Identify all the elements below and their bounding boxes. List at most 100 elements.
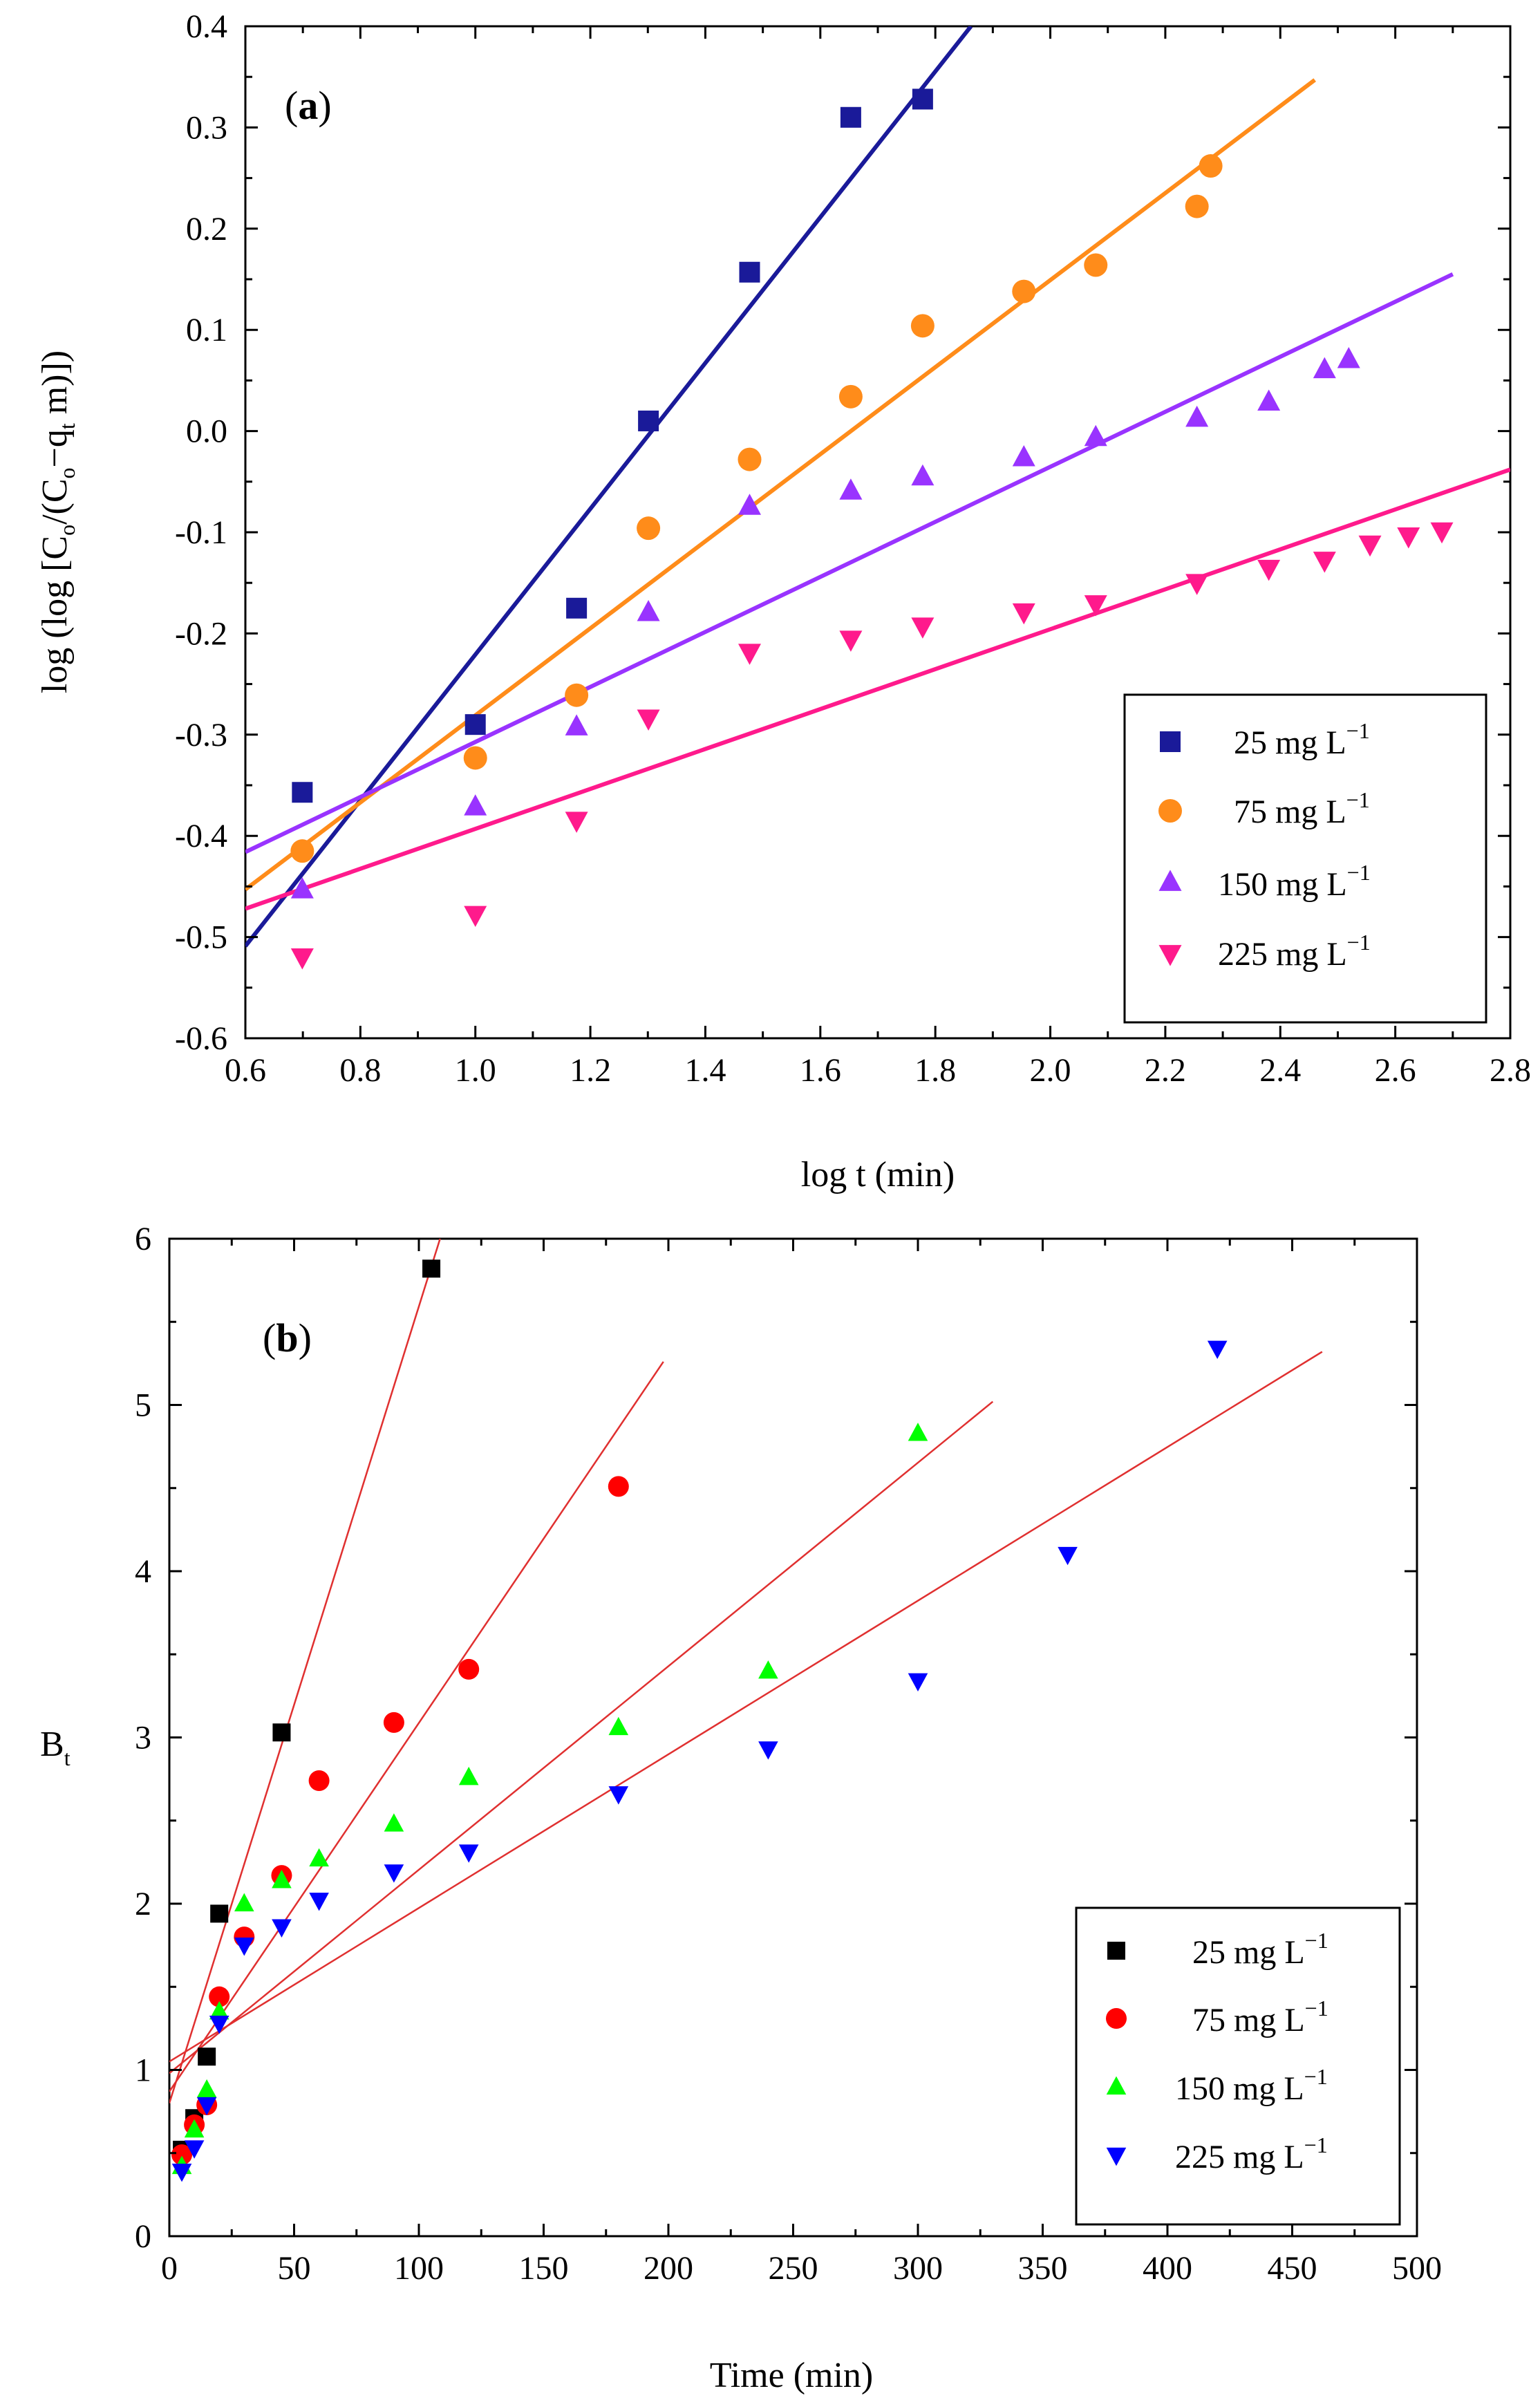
panel-a-label: (a) (285, 83, 332, 128)
panel-b-x-tick-label: 200 (644, 2250, 693, 2287)
panel-b-series-1-point (422, 1259, 441, 1278)
panel-a-fit-line-4 (245, 467, 1510, 911)
panel-a-x-tick-label: 0.6 (225, 1052, 266, 1089)
panel-b-series-4-point (209, 2016, 229, 2034)
panel-a-series-2-point (838, 384, 863, 409)
panel-a-y-tick-label: 0.4 (186, 8, 227, 45)
panel-a-legend-entry-4: 225 mg L−1 (1218, 930, 1371, 973)
panel-a-series-3-point (911, 464, 935, 486)
panel-a-series-4-point (565, 812, 588, 833)
panel-a-x-tick-label: 2.2 (1145, 1052, 1186, 1089)
panel-b-series-3-point (184, 2119, 205, 2138)
panel-a-series-3-point (637, 599, 660, 621)
panel-a-series-1-point (638, 410, 659, 431)
panel-a-legend-marker-4 (1158, 945, 1182, 966)
panel-b-series-4-point (758, 1741, 778, 1760)
panel-b-series-4-point (171, 2164, 192, 2182)
panel-b-series-3-point (608, 1716, 629, 1736)
panel-b-series-3-point (458, 1766, 479, 1785)
panel-b-series-2-point (209, 1986, 230, 2007)
panel-a-series-4-point (1185, 574, 1209, 595)
panel-b-y-tick-label: 2 (135, 1886, 151, 1922)
panel-a-series-2-point (910, 314, 935, 338)
panel-b-label: (b) (263, 1315, 312, 1360)
panel-a-series-4-point (1313, 552, 1336, 573)
panel-b-x-tick-label: 100 (394, 2250, 444, 2287)
panel-b-y-tick-label: 6 (135, 1221, 151, 1257)
panel-a-series-4-point (839, 630, 863, 652)
panel-b-legend-markers (1106, 1942, 1127, 2166)
panel-b-series-2-point (383, 1712, 404, 1733)
panel-b-series-2-point (458, 1658, 480, 1680)
panel-a-y-tick-label: -0.2 (175, 615, 227, 652)
panel-a-series-2-point (290, 839, 314, 863)
panel-a-series-2-point (738, 447, 762, 471)
panel-a-series-3-point (565, 714, 588, 735)
panel-a-series-4-point (1430, 522, 1454, 544)
panel-a-series-1-point (464, 714, 486, 735)
panel-b-series-4-point (908, 1673, 928, 1692)
panel-b-legend-entry-3: 150 mg L−1 (1175, 2064, 1328, 2107)
panel-a-series-3-point (839, 478, 863, 500)
panel-a-x-tick-label: 1.2 (570, 1052, 611, 1089)
panel-b-series-3-point (908, 1423, 928, 1441)
panel-b-series-3-point (272, 1870, 292, 1888)
panel-a-x-tick-label: 0.8 (339, 1052, 381, 1089)
panel-a-x-tick-label: 1.8 (914, 1052, 956, 1089)
panel-b-x-tick-label: 500 (1392, 2250, 1442, 2287)
panel-b-series-4-point (608, 1786, 629, 1805)
panel-b-chart: 0 50 100 150 200 250 300 350 400 450 500 0 1 2 3 4 5 6 (b… (40, 1221, 1442, 2395)
panel-b-data-points (171, 1259, 1228, 2182)
panel-b-series-4-point (309, 1893, 329, 1911)
panel-b-fit-line-2 (169, 1361, 664, 2092)
panel-b-series-4-point (1207, 1340, 1228, 1360)
panel-b-series-3-point (196, 2079, 217, 2098)
panel-a-y-tick-label: -0.5 (175, 919, 227, 956)
panel-b-series-4-point (272, 1919, 292, 1938)
panel-b-legend-marker-2 (1106, 2008, 1127, 2029)
panel-a-x-axis-title: log t (min) (801, 1155, 955, 1194)
panel-a-legend-markers (1158, 731, 1182, 966)
panel-b-series-4-point (1058, 1546, 1078, 1566)
panel-b-legend-box (1075, 1906, 1401, 2226)
panel-b-series-4-point (234, 1938, 254, 1956)
panel-b-series-3-point (384, 1813, 404, 1832)
panel-a-series-3-point (1012, 444, 1035, 467)
panel-b-series-2-point (171, 2144, 193, 2166)
panel-a-series-3-point (290, 877, 314, 899)
panel-a-series-2-point (565, 683, 589, 707)
panel-b-series-1-point (198, 2047, 216, 2066)
panel-b-x-axis-title: Time (min) (710, 2356, 873, 2395)
panel-a-fit-lines (245, 26, 1510, 948)
panel-b-y-tick-label: 5 (135, 1387, 151, 1424)
panel-b-x-tick-label: 450 (1268, 2250, 1317, 2287)
panel-a-series-2-point (1199, 154, 1223, 178)
panel-a-y-tick-label: -0.1 (175, 514, 227, 551)
panel-b-series-1-point (210, 1904, 229, 1923)
panel-b-series-1-point (272, 1723, 291, 1742)
panel-a-series-3-point (1185, 405, 1209, 427)
panel-a-fit-line-3 (245, 272, 1454, 854)
panel-a-legend-entry-1: 25 mg L−1 (1234, 718, 1370, 761)
panel-b-x-tick-label: 0 (161, 2250, 178, 2287)
panel-b-legend-marker-3 (1106, 2076, 1127, 2095)
panel-b-fit-line-4 (169, 1351, 1323, 2063)
panel-a-series-4-point (637, 709, 660, 731)
panel-a-ticks: 0.6 0.8 1.0 1.2 1.4 1.6 1.8 2.0 2.2 2.4 2.6 2.8 -0.6… (175, 8, 1531, 1089)
panel-b-x-tick-label: 400 (1143, 2250, 1192, 2287)
panel-a-series-2-point (1084, 253, 1108, 277)
panel-a-series-4-point (1012, 603, 1035, 625)
panel-b-x-tick-label: 50 (278, 2250, 311, 2287)
panel-a-series-2-point (637, 516, 661, 541)
panel-a-series-3-point (738, 494, 762, 515)
panel-a-x-tick-label: 2.4 (1259, 1052, 1301, 1089)
panel-a-series-3-point (1084, 424, 1107, 447)
panel-a-series-1-point (292, 782, 313, 803)
panel-a-fit-line-2 (245, 78, 1316, 892)
panel-a-series-2-point (1185, 194, 1209, 218)
panel-a-series-3-point (1313, 357, 1336, 379)
panel-a-series-3-point (464, 794, 487, 816)
panel-a-series-2-point (1012, 279, 1036, 303)
panel-b-y-tick-label: 3 (135, 1720, 151, 1756)
panel-a-series-4-point (464, 906, 487, 928)
